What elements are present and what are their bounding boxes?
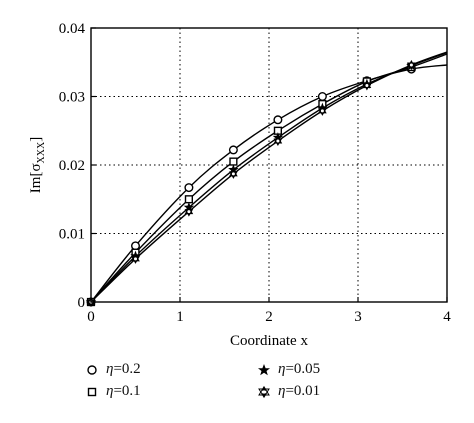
data-point-square xyxy=(184,195,194,204)
x-tick-label: 1 xyxy=(176,309,184,325)
y-axis-label: Im[σXXX] xyxy=(28,137,47,193)
x-axis-label: Coordinate x xyxy=(230,333,308,349)
data-point-hexstar xyxy=(362,80,372,91)
y-tick-label: 0.02 xyxy=(59,158,85,174)
y-tick-label: 0.01 xyxy=(59,227,85,243)
data-point-square xyxy=(229,157,238,166)
grid-lines xyxy=(91,28,447,302)
axis-ticks: 0 1 2 3 4 0 0.01 0.02 0.03 0.04 xyxy=(59,21,452,325)
data-point-circle xyxy=(273,115,283,125)
x-tick-label: 2 xyxy=(265,309,273,325)
x-tick-label: 3 xyxy=(354,309,362,325)
data-point-circle xyxy=(184,183,194,193)
data-point-hexstar xyxy=(273,136,283,147)
y-tick-label: 0.03 xyxy=(59,90,85,106)
x-tick-label: 0 xyxy=(87,309,95,325)
data-point-hexstar xyxy=(407,59,416,70)
data-point-circle xyxy=(228,145,238,155)
data-point-circle xyxy=(317,91,327,101)
y-tick-label: 0.04 xyxy=(59,21,86,37)
series-markers xyxy=(85,59,417,307)
data-point-circle xyxy=(130,241,140,251)
data-point-hexstar xyxy=(318,105,327,116)
data-point-hexstar xyxy=(229,168,238,179)
data-point-hexstar xyxy=(184,206,194,217)
data-point-hexstar xyxy=(131,253,140,264)
x-tick-label: 4 xyxy=(443,309,451,325)
y-tick-label: 0 xyxy=(78,295,86,311)
